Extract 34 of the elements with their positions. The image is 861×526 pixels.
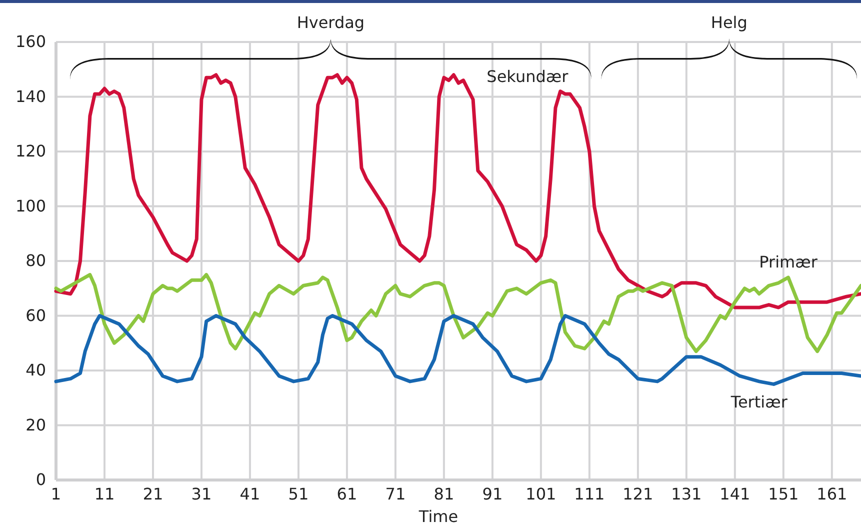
x-tick-label: 151 bbox=[768, 484, 799, 504]
x-tick-label: 21 bbox=[142, 484, 164, 504]
y-tick-label: 120 bbox=[15, 142, 46, 161]
x-tick-label: 71 bbox=[385, 484, 406, 504]
x-tick-label: 131 bbox=[671, 484, 702, 504]
y-tick-label: 160 bbox=[15, 32, 46, 52]
y-tick-label: 80 bbox=[26, 251, 46, 270]
x-tick-label: 81 bbox=[434, 484, 454, 504]
x-tick-label: 111 bbox=[574, 484, 605, 504]
y-tick-label: 140 bbox=[15, 86, 46, 106]
text: Hverdag bbox=[296, 13, 365, 32]
x-tick-label: 1 bbox=[50, 484, 62, 504]
line-series bbox=[54, 272, 861, 354]
x-tick-label: 51 bbox=[288, 484, 309, 504]
series-label: Primær bbox=[759, 252, 818, 272]
x-tick-label: 121 bbox=[622, 484, 654, 504]
x-tick-label: 161 bbox=[816, 484, 848, 504]
y-tick-label: 0 bbox=[36, 470, 46, 490]
x-tick-label: 61 bbox=[336, 484, 358, 504]
y-tick-label: 100 bbox=[15, 196, 46, 216]
x-tick-label: 31 bbox=[191, 484, 212, 504]
line-series bbox=[54, 314, 861, 386]
x-tick-label: 91 bbox=[482, 484, 503, 504]
y-tick-label: 60 bbox=[26, 306, 46, 325]
y-tick-label: 20 bbox=[26, 415, 46, 434]
y-tick-label: 40 bbox=[26, 360, 46, 380]
x-tick-label: 11 bbox=[94, 484, 115, 504]
x-tick-label: 141 bbox=[720, 484, 750, 504]
series-label: Tertiær bbox=[730, 392, 788, 412]
x-tick-label: 41 bbox=[240, 484, 260, 504]
x-axis-title: Time bbox=[418, 507, 458, 526]
text: Helg bbox=[710, 13, 748, 32]
x-tick-label: 101 bbox=[526, 484, 556, 504]
series-label: Sekundær bbox=[486, 66, 569, 86]
